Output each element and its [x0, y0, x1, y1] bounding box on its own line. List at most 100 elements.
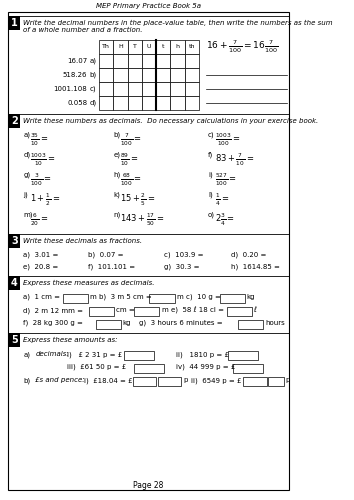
Bar: [156, 96, 170, 110]
Text: Th: Th: [102, 44, 110, 50]
Text: a): a): [23, 131, 30, 138]
Text: f): f): [208, 151, 213, 158]
Bar: [124, 350, 154, 360]
Text: $\frac{89}{10} =$: $\frac{89}{10} =$: [120, 152, 138, 168]
Text: $\frac{527}{100} =$: $\frac{527}{100} =$: [215, 172, 237, 188]
Bar: [156, 68, 170, 82]
Bar: [127, 54, 142, 68]
Bar: [8, 333, 20, 347]
Text: iv)  44 999 p = £: iv) 44 999 p = £: [176, 364, 235, 370]
Bar: [184, 96, 199, 110]
Text: h): h): [113, 171, 120, 177]
Bar: [238, 320, 263, 328]
Text: ii)   1810 p = £: ii) 1810 p = £: [176, 351, 229, 358]
Bar: [113, 68, 127, 82]
Bar: [170, 54, 184, 68]
Text: m: m: [176, 294, 183, 300]
Bar: [158, 376, 181, 386]
Text: $\frac{1}{4} =$: $\frac{1}{4} =$: [215, 192, 229, 208]
Text: $2\frac{3}{4} =$: $2\frac{3}{4} =$: [215, 212, 235, 228]
Text: $\frac{35}{10} =$: $\frac{35}{10} =$: [30, 132, 48, 148]
Text: ℓ: ℓ: [253, 307, 256, 313]
Text: b)  3 m 5 cm =: b) 3 m 5 cm =: [99, 294, 152, 300]
Bar: [99, 68, 113, 82]
Text: l): l): [208, 191, 213, 198]
Bar: [8, 16, 20, 30]
Text: e)  58 ℓ 18 cl =: e) 58 ℓ 18 cl =: [171, 307, 224, 314]
Bar: [243, 376, 267, 386]
Bar: [113, 82, 127, 96]
Text: 5: 5: [11, 335, 18, 345]
Text: b)  0.07 =: b) 0.07 =: [88, 252, 124, 258]
Text: $\frac{1003}{100} =$: $\frac{1003}{100} =$: [215, 132, 240, 148]
Text: Write the decimal numbers in the place-value table, then write the numbers as th: Write the decimal numbers in the place-v…: [23, 20, 333, 26]
Text: Express these amounts as:: Express these amounts as:: [23, 337, 118, 343]
Text: c): c): [90, 86, 97, 92]
Text: d): d): [89, 100, 97, 106]
Text: a)  1 cm =: a) 1 cm =: [23, 294, 61, 300]
Text: 4: 4: [11, 278, 18, 288]
Text: decimals:: decimals:: [35, 351, 69, 357]
Text: 1001.108: 1001.108: [53, 86, 87, 92]
Bar: [127, 82, 142, 96]
Text: kg: kg: [122, 320, 131, 326]
Bar: [228, 350, 258, 360]
Bar: [156, 40, 170, 54]
Bar: [134, 306, 159, 316]
Text: g): g): [23, 171, 30, 177]
Text: c): c): [208, 131, 215, 138]
Bar: [227, 306, 252, 316]
Text: b): b): [113, 131, 120, 138]
Text: Express these measures as decimals.: Express these measures as decimals.: [23, 280, 155, 286]
Text: m: m: [90, 294, 97, 300]
Bar: [142, 82, 156, 96]
Bar: [8, 234, 20, 248]
Bar: [99, 82, 113, 96]
Text: cm =: cm =: [116, 307, 135, 313]
Bar: [142, 96, 156, 110]
Bar: [268, 376, 284, 386]
Text: of a whole number and a fraction.: of a whole number and a fraction.: [23, 27, 143, 33]
Text: $83 + \frac{7}{10} =$: $83 + \frac{7}{10} =$: [215, 152, 254, 168]
Bar: [99, 54, 113, 68]
Bar: [233, 364, 263, 372]
Bar: [170, 96, 184, 110]
Text: H: H: [118, 44, 123, 50]
Text: m: m: [161, 307, 168, 313]
Text: 2: 2: [11, 116, 18, 126]
Text: d)  2 m 12 mm =: d) 2 m 12 mm =: [23, 307, 84, 314]
Bar: [8, 114, 20, 128]
Text: $15 + \frac{2}{5} =$: $15 + \frac{2}{5} =$: [120, 192, 155, 208]
Bar: [99, 40, 113, 54]
Bar: [156, 54, 170, 68]
Text: $\frac{1003}{10} =$: $\frac{1003}{10} =$: [30, 152, 56, 168]
Bar: [127, 68, 142, 82]
Text: MEP Primary Practice Book 5a: MEP Primary Practice Book 5a: [96, 3, 201, 9]
Text: ii)  6549 p = £: ii) 6549 p = £: [191, 377, 242, 384]
Bar: [99, 96, 113, 110]
Text: kg: kg: [247, 294, 255, 300]
Text: p: p: [183, 377, 187, 383]
Bar: [127, 40, 142, 54]
Text: Write these decimals as fractions.: Write these decimals as fractions.: [23, 238, 143, 244]
Text: th: th: [188, 44, 195, 50]
Bar: [170, 40, 184, 54]
Text: i): i): [208, 171, 213, 177]
Text: g)  30.3 =: g) 30.3 =: [164, 263, 199, 270]
Bar: [134, 364, 165, 372]
Text: h)  1614.85 =: h) 1614.85 =: [231, 263, 280, 270]
Bar: [149, 294, 175, 302]
Text: t: t: [162, 44, 165, 50]
Bar: [170, 68, 184, 82]
Bar: [184, 82, 199, 96]
Text: $\frac{68}{100} =$: $\frac{68}{100} =$: [120, 172, 142, 188]
Text: m): m): [23, 211, 33, 218]
Bar: [170, 82, 184, 96]
Text: hours: hours: [265, 320, 285, 326]
Bar: [63, 294, 88, 302]
Text: e): e): [113, 151, 120, 158]
Text: k): k): [113, 191, 120, 198]
Text: d)  0.20 =: d) 0.20 =: [231, 252, 266, 258]
Text: $\frac{6}{20} =$: $\frac{6}{20} =$: [30, 212, 48, 228]
Bar: [156, 82, 170, 96]
